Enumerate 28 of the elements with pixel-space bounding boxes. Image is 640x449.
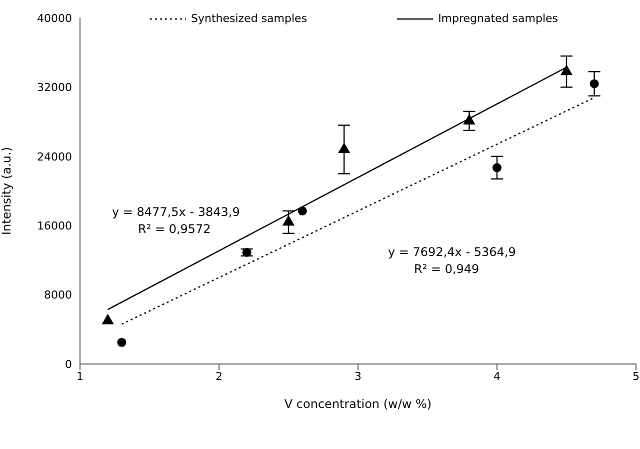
point	[117, 338, 126, 347]
annotation: y = 8477,5x - 3843,9	[112, 205, 240, 219]
x-tick-label: 4	[494, 370, 500, 383]
x-tick-label: 3	[354, 370, 362, 383]
point	[463, 114, 476, 124]
y-tick-label: 8000	[44, 288, 72, 302]
annotation: R² = 0,949	[414, 262, 480, 276]
annotation: y = 7692,4x - 5364,9	[388, 245, 516, 259]
x-tick-label: 1	[76, 370, 84, 383]
y-tick-label: 0	[65, 358, 72, 371]
point	[492, 163, 502, 172]
point	[338, 142, 350, 153]
y-axis-title: Intensity (a.u.)	[0, 147, 14, 235]
legend-label: Synthesized samples	[191, 12, 308, 25]
legend-label: Impregnated samples	[438, 12, 558, 25]
point	[298, 206, 307, 216]
point	[560, 64, 573, 76]
x-tick-label: 2	[216, 370, 222, 383]
point	[102, 314, 114, 324]
y-tick-label: 32000	[37, 81, 72, 94]
x-tick-label: 5	[632, 370, 640, 383]
point	[282, 215, 295, 226]
annotation: R² = 0,9572	[138, 222, 211, 236]
y-tick-label: 40000	[37, 12, 72, 25]
y-tick-label: 24000	[37, 150, 72, 164]
point	[242, 248, 252, 257]
x-axis-title: V concentration (w/w %)	[284, 397, 432, 411]
y-tick-label: 16000	[37, 220, 72, 233]
